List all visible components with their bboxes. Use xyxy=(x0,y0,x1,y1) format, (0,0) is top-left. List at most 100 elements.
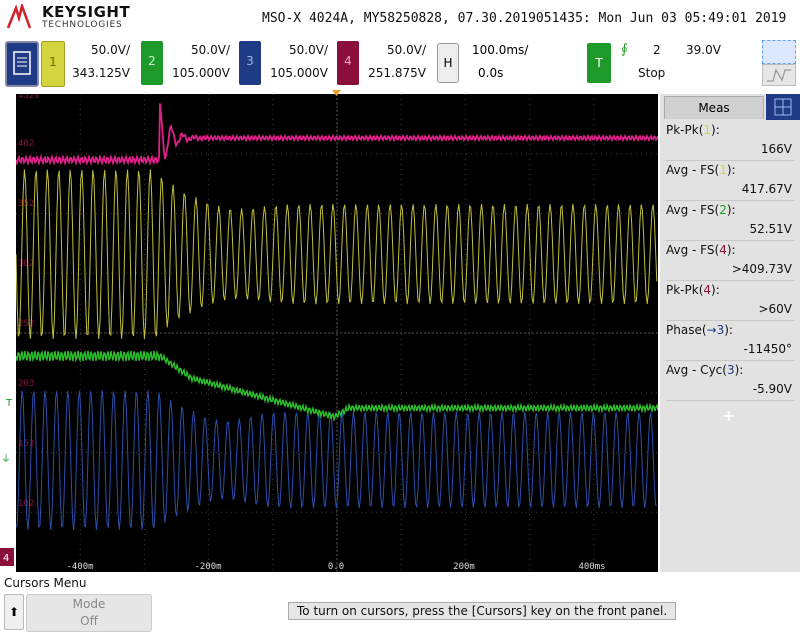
horizontal-scale: 100.0ms/ xyxy=(472,43,529,57)
measurement-label-post: ): xyxy=(726,243,736,257)
time-label: 200m xyxy=(453,562,475,572)
channel-4-scale: 50.0V/ xyxy=(387,43,426,57)
measurement-label-pre: Avg - Cyc( xyxy=(666,363,727,377)
channel-1-number: 1 xyxy=(49,55,57,69)
time-label: 0.0 xyxy=(328,562,344,572)
measurement-item[interactable]: Avg - FS(2): 52.51V xyxy=(666,202,796,240)
menu-icon xyxy=(13,51,31,75)
trigger-level-marker: T xyxy=(5,398,13,409)
channel-2-trace xyxy=(16,349,658,422)
measurement-divider xyxy=(666,280,794,281)
measurement-divider xyxy=(666,200,794,201)
amplitude-label: 452V xyxy=(18,94,40,101)
measurement-label: Avg - FS(2): xyxy=(666,203,736,217)
channel-1-offset: 343.125V xyxy=(72,66,130,80)
channel-1-trace xyxy=(16,169,658,340)
ground-icon: ⏚ xyxy=(1,453,11,465)
measurement-channel: 4 xyxy=(719,243,727,257)
channel-1-swatch: 1 xyxy=(41,41,65,87)
horizontal-offset: 0.0s xyxy=(478,66,504,80)
channel-4-number: 4 xyxy=(344,54,352,68)
measurement-item[interactable]: Phase(→3): -11450° xyxy=(666,322,796,360)
header: KEYSIGHT TECHNOLOGIES MSO-X 4024A, MY582… xyxy=(0,0,800,38)
channel-3-offset: 105.000V xyxy=(270,66,328,80)
keysight-logo-icon xyxy=(6,4,32,29)
channel-3-trace xyxy=(16,390,658,531)
meas-panel-button[interactable] xyxy=(766,94,800,120)
measurement-label: Avg - FS(1): xyxy=(666,163,736,177)
measurement-item[interactable]: Avg - FS(1): 417.67V xyxy=(666,162,796,200)
time-label: -200m xyxy=(194,562,221,572)
measurement-value: >409.73V xyxy=(731,262,792,276)
measurement-label: Pk-Pk(4): xyxy=(666,283,720,297)
back-arrow-icon[interactable]: ⬆ xyxy=(4,594,24,630)
measurement-channel: 1 xyxy=(703,123,712,137)
grid-icon xyxy=(774,98,792,116)
measurement-item[interactable]: Avg - FS(4): >409.73V xyxy=(666,242,796,280)
amplitude-label: 203 xyxy=(18,379,34,389)
measurement-divider xyxy=(666,160,794,161)
measurement-value: >60V xyxy=(758,302,792,316)
amplitude-label: 252 xyxy=(18,319,34,329)
trigger-mode: Stop xyxy=(638,66,666,80)
channel-4-trace xyxy=(16,103,658,167)
mode-label: Mode xyxy=(72,597,106,611)
channel-3-control[interactable]: 3 50.0V/ 105.000V xyxy=(239,41,332,85)
channel-2-scale: 50.0V/ xyxy=(191,43,230,57)
channel-1-scale: 50.0V/ xyxy=(91,43,130,57)
measurement-value: 52.51V xyxy=(749,222,792,236)
channel-2-number: 2 xyxy=(148,54,156,68)
graticule-overlay: T ⏚ 4 xyxy=(0,90,341,566)
select-region-icon[interactable] xyxy=(762,40,796,64)
channel-2-control[interactable]: 2 50.0V/ 105.000V xyxy=(141,41,234,85)
measurement-label-pre: Pk-Pk( xyxy=(666,283,704,297)
measurement-item[interactable]: Avg - Cyc(3): -5.90V xyxy=(666,362,796,400)
amplitude-label: 153 xyxy=(18,439,34,449)
horizontal-button[interactable]: H xyxy=(437,43,459,83)
measurement-channel: →3 xyxy=(706,323,725,337)
measurement-value: 417.67V xyxy=(741,182,792,196)
measurement-label-pre: Avg - FS( xyxy=(666,203,720,217)
channel-3-swatch: 3 xyxy=(239,41,261,85)
channel-4-offset: 251.875V xyxy=(368,66,426,80)
measurement-label: Pk-Pk(1): xyxy=(666,123,720,137)
channel-1-control[interactable]: 1 50.0V/ 343.125V xyxy=(41,41,134,87)
measurement-item[interactable]: Pk-Pk(4): >60V xyxy=(666,282,796,320)
trigger-button[interactable]: T xyxy=(587,43,611,83)
channel-4-control[interactable]: 4 50.0V/ 251.875V xyxy=(337,41,430,85)
measurement-item[interactable]: Pk-Pk(1): 166V xyxy=(666,122,796,160)
instrument-title: MSO-X 4024A, MY58250828, 07.30.201905143… xyxy=(262,11,787,26)
measurements-panel: Meas Pk-Pk(1): 166V Avg - FS(1): 417.67V Avg… xyxy=(660,94,800,572)
brand-name: KEYSIGHT xyxy=(42,3,131,21)
cursor-hint: To turn on cursors, press the [Cursors] … xyxy=(288,602,677,620)
meas-tab[interactable]: Meas xyxy=(664,96,764,119)
trigger-position-marker xyxy=(332,90,341,96)
measurement-label-post: ): xyxy=(726,163,736,177)
amplitude-label: 302 xyxy=(18,259,34,269)
measurement-label-pre: Phase( xyxy=(666,323,707,337)
time-label: -400m xyxy=(66,562,93,572)
mode-value: Off xyxy=(80,614,98,628)
time-label: 400ms xyxy=(578,562,605,572)
measurement-divider xyxy=(666,240,794,241)
waveform-math-icon[interactable] xyxy=(762,64,796,86)
channel-4-swatch: 4 xyxy=(337,41,359,85)
channel-2-offset: 105.000V xyxy=(172,66,230,80)
measurement-label: Avg - Cyc(3): xyxy=(666,363,743,377)
channel-3-number: 3 xyxy=(246,54,254,68)
measurement-label: Phase(→3): xyxy=(666,323,733,337)
add-measurement-icon[interactable]: + xyxy=(722,406,736,425)
measurement-divider xyxy=(666,320,794,321)
measurement-label-post: ): xyxy=(711,123,720,137)
brand-subtitle: TECHNOLOGIES xyxy=(42,20,123,30)
measurement-label-post: ): xyxy=(724,323,733,337)
trigger-level: 39.0V xyxy=(686,43,721,57)
measurement-divider xyxy=(666,400,794,401)
mode-softkey[interactable]: Mode Off xyxy=(26,594,152,632)
menu-title: Cursors Menu xyxy=(4,576,87,590)
menu-button[interactable] xyxy=(5,41,39,87)
measurement-channel: 4 xyxy=(703,283,712,297)
measurement-value: -5.90V xyxy=(752,382,792,396)
measurement-label-post: ): xyxy=(726,203,736,217)
